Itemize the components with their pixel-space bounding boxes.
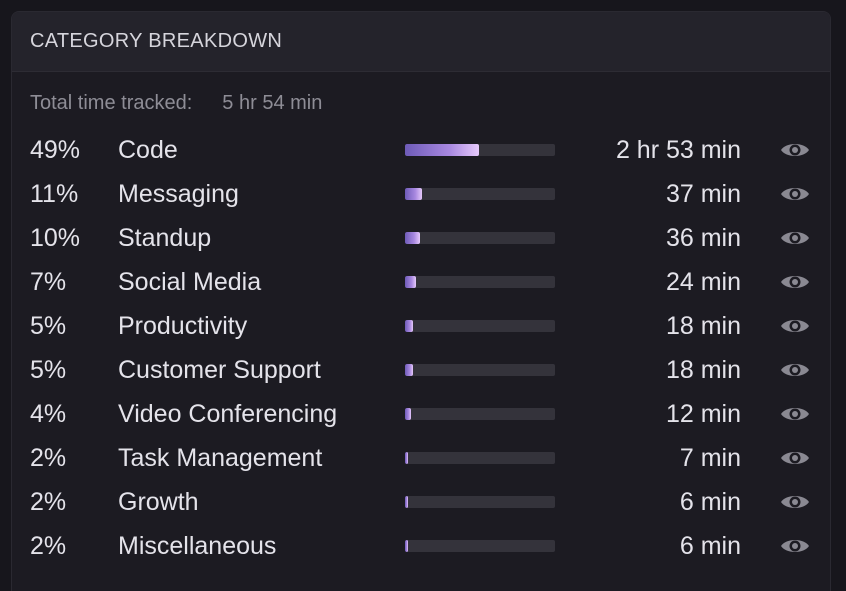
category-row: 4% Video Conferencing 12 min (12, 392, 830, 436)
panel-title: CATEGORY BREAKDOWN (30, 30, 283, 52)
category-duration: 24 min (665, 268, 741, 296)
eye-icon[interactable] (779, 314, 811, 338)
category-share-bar (405, 364, 555, 376)
eye-icon[interactable] (779, 446, 811, 470)
category-duration: 36 min (665, 224, 741, 252)
category-row: 7% Social Media 24 min (12, 260, 830, 304)
category-row: 5% Customer Support 18 min (12, 348, 830, 392)
category-duration: 2 hr 53 min (615, 136, 741, 164)
eye-icon[interactable] (779, 182, 811, 206)
category-share-bar-fill (405, 364, 413, 376)
total-label: Total time tracked: (30, 92, 193, 114)
category-duration: 6 min (679, 532, 741, 560)
category-percent: 2% (30, 532, 67, 560)
category-name: Growth (118, 488, 199, 516)
category-name: Code (118, 136, 178, 164)
category-share-bar-fill (405, 144, 479, 156)
category-duration: 7 min (679, 444, 741, 472)
category-name: Video Conferencing (118, 400, 338, 428)
category-share-bar (405, 408, 555, 420)
eye-icon[interactable] (779, 402, 811, 426)
category-duration: 6 min (679, 488, 741, 516)
category-share-bar-fill (405, 452, 408, 464)
eye-icon[interactable] (779, 138, 811, 162)
category-share-bar (405, 496, 555, 508)
category-row: 11% Messaging 37 min (12, 172, 830, 216)
category-share-bar (405, 144, 555, 156)
category-share-bar (405, 320, 555, 332)
category-name: Productivity (118, 312, 248, 340)
category-share-bar-fill (405, 408, 411, 420)
category-name: Standup (118, 224, 212, 252)
category-share-bar (405, 540, 555, 552)
category-percent: 5% (30, 356, 67, 384)
eye-icon[interactable] (779, 226, 811, 250)
category-share-bar-fill (405, 320, 413, 332)
category-name: Task Management (118, 444, 323, 472)
category-share-bar (405, 188, 555, 200)
category-percent: 7% (30, 268, 67, 296)
total-value: 5 hr 54 min (222, 92, 323, 114)
category-list: 49% Code 2 hr 53 min 11% Messaging 37 min 10% S… (12, 128, 830, 568)
category-percent: 10% (30, 224, 81, 252)
category-row: 10% Standup 36 min (12, 216, 830, 260)
category-duration: 37 min (665, 180, 741, 208)
category-name: Customer Support (118, 356, 321, 384)
category-share-bar (405, 232, 555, 244)
category-row: 2% Growth 6 min (12, 480, 830, 524)
category-breakdown-panel: CATEGORY BREAKDOWN Total time tracked: 5 … (11, 11, 831, 591)
category-percent: 49% (30, 136, 81, 164)
category-share-bar-fill (405, 496, 408, 508)
eye-icon[interactable] (779, 358, 811, 382)
category-percent: 2% (30, 488, 67, 516)
category-row: 5% Productivity 18 min (12, 304, 830, 348)
category-share-bar-fill (405, 232, 420, 244)
category-name: Social Media (118, 268, 262, 296)
eye-icon[interactable] (779, 534, 811, 558)
category-duration: 18 min (665, 356, 741, 384)
category-percent: 4% (30, 400, 67, 428)
category-name: Messaging (118, 180, 239, 208)
category-row: 2% Task Management 7 min (12, 436, 830, 480)
category-share-bar-fill (405, 540, 408, 552)
category-duration: 12 min (665, 400, 741, 428)
category-share-bar (405, 452, 555, 464)
total-time-tracked: Total time tracked: 5 hr 54 min (30, 92, 322, 115)
category-share-bar (405, 276, 555, 288)
category-percent: 5% (30, 312, 67, 340)
category-row: 2% Miscellaneous 6 min (12, 524, 830, 568)
category-duration: 18 min (665, 312, 741, 340)
category-share-bar-fill (405, 276, 416, 288)
panel-header: CATEGORY BREAKDOWN (12, 12, 830, 72)
eye-icon[interactable] (779, 490, 811, 514)
category-percent: 11% (30, 180, 79, 208)
category-row: 49% Code 2 hr 53 min (12, 128, 830, 172)
category-percent: 2% (30, 444, 67, 472)
category-name: Miscellaneous (118, 532, 277, 560)
category-share-bar-fill (405, 188, 422, 200)
eye-icon[interactable] (779, 270, 811, 294)
